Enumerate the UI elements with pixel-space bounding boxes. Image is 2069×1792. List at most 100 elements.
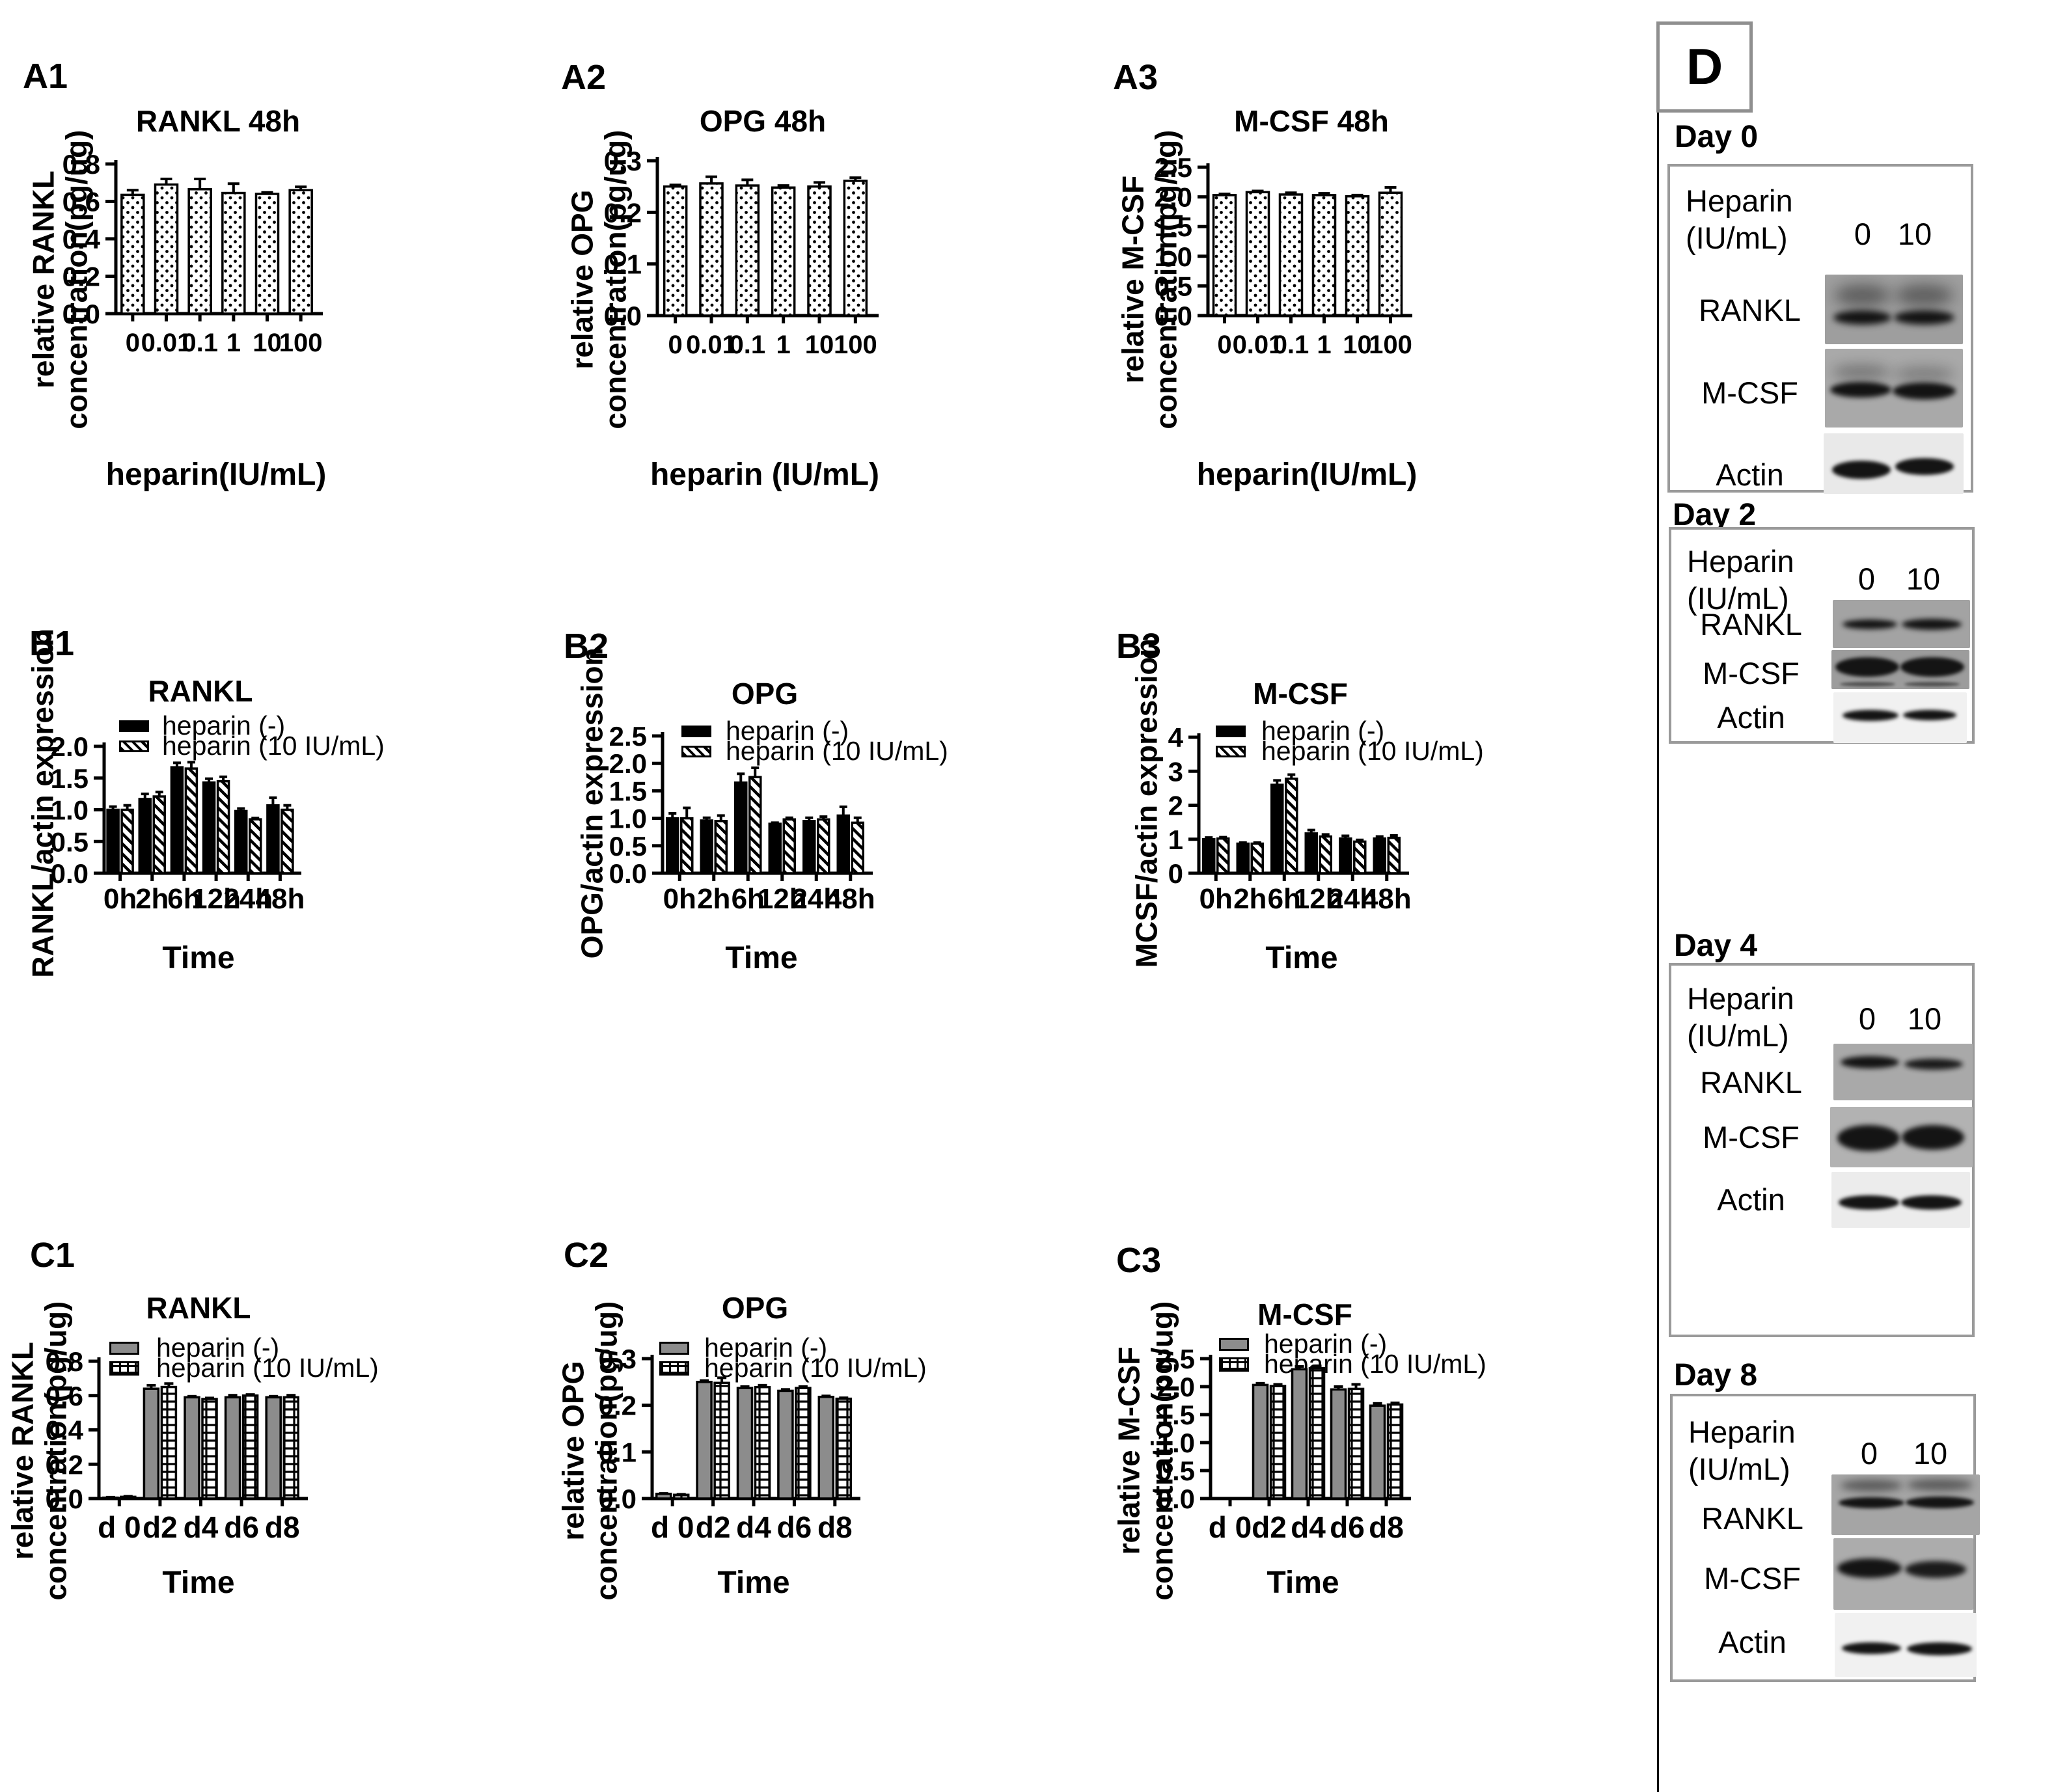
legend: heparin (-) heparin (10 IU/mL) (109, 1333, 379, 1383)
svg-text:24h: 24h (223, 883, 273, 915)
chart-title: OPG (721, 1291, 789, 1325)
panel-a1: A1 RANKL 48h relative RANKL concentratio… (13, 20, 553, 592)
blot-box-day8: Heparin (IU/mL) 0 10 RANKL M-CSF Actin (1670, 1394, 1980, 1682)
svg-text:0.3: 0.3 (604, 146, 642, 176)
svg-text:2.0: 2.0 (1157, 1372, 1195, 1402)
legend-label: heparin (10 IU/mL) (704, 1353, 927, 1383)
bar-chart: 0.00.51.01.52.02.5 d 0 d2 d4 d6 d8 (1157, 1344, 1411, 1544)
svg-text:d2: d2 (696, 1510, 731, 1544)
panel-a3: A3 M-CSF 48h relative M-CSF concentratio… (1106, 20, 1660, 592)
panel-label: A2 (561, 58, 607, 97)
svg-text:d4: d4 (184, 1510, 219, 1544)
svg-text:0.2: 0.2 (62, 262, 100, 292)
svg-text:d6: d6 (777, 1510, 812, 1544)
legend-swatch-hatch (681, 745, 711, 757)
svg-text:0: 0 (126, 329, 140, 357)
svg-text:4: 4 (1168, 722, 1184, 753)
svg-text:d6: d6 (224, 1510, 259, 1544)
legend-row: heparin (10 IU/mL) (659, 1353, 927, 1383)
svg-text:2.5: 2.5 (1157, 1344, 1195, 1374)
legend-row: heparin (-) (1216, 716, 1484, 746)
legend-label: heparin (-) (704, 1333, 828, 1363)
svg-text:0.5: 0.5 (1155, 271, 1192, 301)
protein-label-actin: Actin (1718, 1625, 1787, 1659)
svg-text:0.0: 0.0 (1157, 1484, 1195, 1514)
day-header: Day 8 (1674, 1358, 1758, 1392)
svg-text:0.01: 0.01 (141, 329, 192, 357)
chart-title: OPG (731, 677, 799, 711)
legend: heparin (-) heparin (10 IU/mL) (1216, 716, 1484, 766)
svg-text:d4: d4 (1291, 1510, 1326, 1544)
svg-text:48h: 48h (256, 883, 305, 915)
legend-row: heparin (-) (659, 1333, 927, 1363)
bar-chart: 0.0 0.1 0.2 0.3 d 0 d2 d4 d6 d8 (599, 1344, 860, 1544)
x-axis-label: heparin(IU/mL) (1196, 457, 1418, 492)
svg-text:0h: 0h (663, 883, 696, 915)
protein-label-actin: Actin (1717, 1182, 1785, 1217)
svg-text:0.4: 0.4 (46, 1415, 84, 1446)
legend-label: heparin (-) (156, 1333, 280, 1363)
x-axis-label: heparin (IU/mL) (650, 457, 879, 492)
legend-swatch-solid-gray (659, 1341, 689, 1355)
svg-text:48h: 48h (826, 883, 875, 915)
chart-title: OPG 48h (699, 104, 827, 138)
svg-text:2.0: 2.0 (609, 748, 647, 779)
svg-text:d 0: d 0 (1209, 1510, 1252, 1544)
panel-c3: C3 M-CSF relative M-CSF concentration(pg… (1106, 1236, 1652, 1792)
svg-text:2.0: 2.0 (51, 731, 89, 762)
svg-text:0.1: 0.1 (599, 1437, 637, 1467)
western-blot-rankl (1825, 275, 1963, 344)
legend-swatch-hatch (1216, 745, 1246, 757)
svg-text:2h: 2h (697, 883, 730, 915)
panel-d: D Day 0 Heparin (IU/mL) 0 10 RANKL M-CSF… (1653, 0, 2069, 1792)
legend-swatch-solid-black (681, 725, 711, 737)
svg-text:0: 0 (668, 331, 683, 359)
panel-c1: C1 RANKL relative RANKL concentration(pg… (0, 1236, 553, 1792)
svg-text:0.8: 0.8 (62, 149, 100, 180)
svg-text:1.0: 1.0 (1157, 1428, 1195, 1458)
svg-text:6h: 6h (167, 883, 200, 915)
heparin-label: Heparin (IU/mL) (1686, 183, 1793, 256)
svg-text:2.0: 2.0 (1155, 182, 1192, 213)
legend-row: heparin (-) (109, 1333, 379, 1363)
svg-text:10: 10 (1343, 331, 1372, 359)
svg-text:24h: 24h (1328, 883, 1377, 915)
svg-text:0.0: 0.0 (51, 858, 89, 889)
panel-label: D (1656, 21, 1753, 113)
heparin-label: Heparin (IU/mL) (1687, 544, 1794, 616)
svg-text:0.2: 0.2 (46, 1449, 83, 1480)
panel-label: C2 (564, 1236, 609, 1275)
svg-text:0.0: 0.0 (62, 299, 100, 329)
western-blot-actin (1831, 1172, 1970, 1228)
svg-text:0.8: 0.8 (46, 1346, 83, 1377)
svg-text:0.1: 0.1 (182, 329, 218, 357)
legend: heparin (-) heparin (10 IU/mL) (659, 1333, 927, 1383)
svg-text:48h: 48h (1362, 883, 1412, 915)
panel-b3: B3 M-CSF MCSF/actin expression Time hepa… (1106, 618, 1652, 1223)
panel-b1: B1 RANKL RANKL/actin expression Time hep… (0, 618, 553, 1223)
legend-row: heparin (-) (119, 711, 385, 740)
protein-label-rankl: RANKL (1700, 607, 1802, 642)
svg-text:0.2: 0.2 (604, 197, 642, 228)
svg-text:1.5: 1.5 (1157, 1400, 1195, 1430)
lane-label-0: 0 (1857, 562, 1876, 596)
legend-row: heparin (10 IU/mL) (681, 736, 948, 766)
western-blot-mcsf (1825, 349, 1963, 428)
x-axis-label: Time (725, 941, 798, 975)
svg-text:0.01: 0.01 (1233, 331, 1283, 359)
legend-swatch-hatch (119, 740, 149, 752)
western-blot-rankl (1833, 600, 1970, 648)
legend-label: heparin (-) (1261, 716, 1385, 746)
svg-text:0.5: 0.5 (1157, 1456, 1195, 1486)
svg-text:0.1: 0.1 (730, 331, 766, 359)
svg-text:1: 1 (226, 329, 241, 357)
svg-text:0.6: 0.6 (62, 187, 100, 217)
protein-label-rankl: RANKL (1700, 1065, 1802, 1100)
lane-label-0: 0 (1860, 1436, 1878, 1471)
day-header: Day 4 (1674, 929, 1758, 963)
legend-swatch-solid-black (1216, 725, 1246, 737)
western-blot-mcsf (1830, 1107, 1973, 1167)
x-axis-label: Time (717, 1566, 790, 1600)
